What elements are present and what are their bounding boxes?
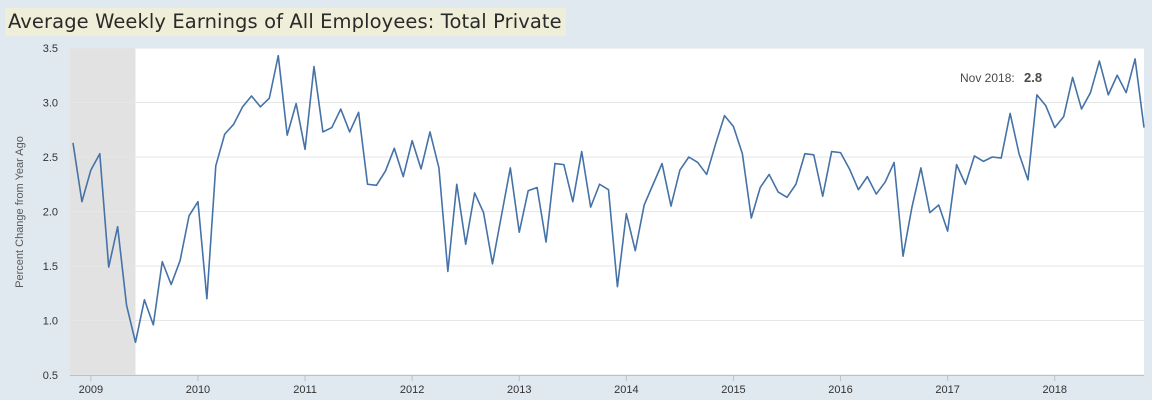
x-tick-label: 2015 — [721, 384, 745, 396]
y-tick-label: 3.5 — [43, 43, 58, 55]
data-series — [72, 54, 1145, 344]
y-tick-label: 1.5 — [43, 261, 58, 273]
x-tick-label: 2016 — [828, 384, 852, 396]
y-tick-label: 0.5 — [43, 370, 58, 382]
y-tick-label: 2.0 — [43, 207, 58, 219]
y-tick-label: 3.0 — [43, 98, 58, 110]
x-tick-label: 2010 — [186, 384, 210, 396]
y-tick-label: 2.5 — [43, 152, 58, 164]
y-axis-ticks: 0.5 1.0 1.5 2.0 2.5 3.0 3.5 — [43, 43, 58, 382]
x-tick-label: 2017 — [935, 384, 959, 396]
x-tick-label: 2011 — [293, 384, 317, 396]
x-tick-label: 2018 — [1043, 384, 1067, 396]
y-tick-label: 1.0 — [43, 316, 58, 328]
annotation-date: Nov 2018: — [960, 71, 1015, 85]
x-tick-label: 2013 — [507, 384, 531, 396]
x-tick-label: 2012 — [400, 384, 424, 396]
annotation-value: 2.8 — [1024, 70, 1042, 85]
gridlines — [70, 47, 1144, 376]
x-tick-label: 2014 — [614, 384, 638, 396]
series-line — [72, 54, 1145, 344]
chart-title: Average Weekly Earnings of All Employees… — [5, 8, 566, 36]
x-tick-label: 2009 — [79, 384, 103, 396]
x-axis-ticks: 2009 2010 2011 2012 2013 2014 2015 2016 2017 2018 — [79, 375, 1067, 396]
